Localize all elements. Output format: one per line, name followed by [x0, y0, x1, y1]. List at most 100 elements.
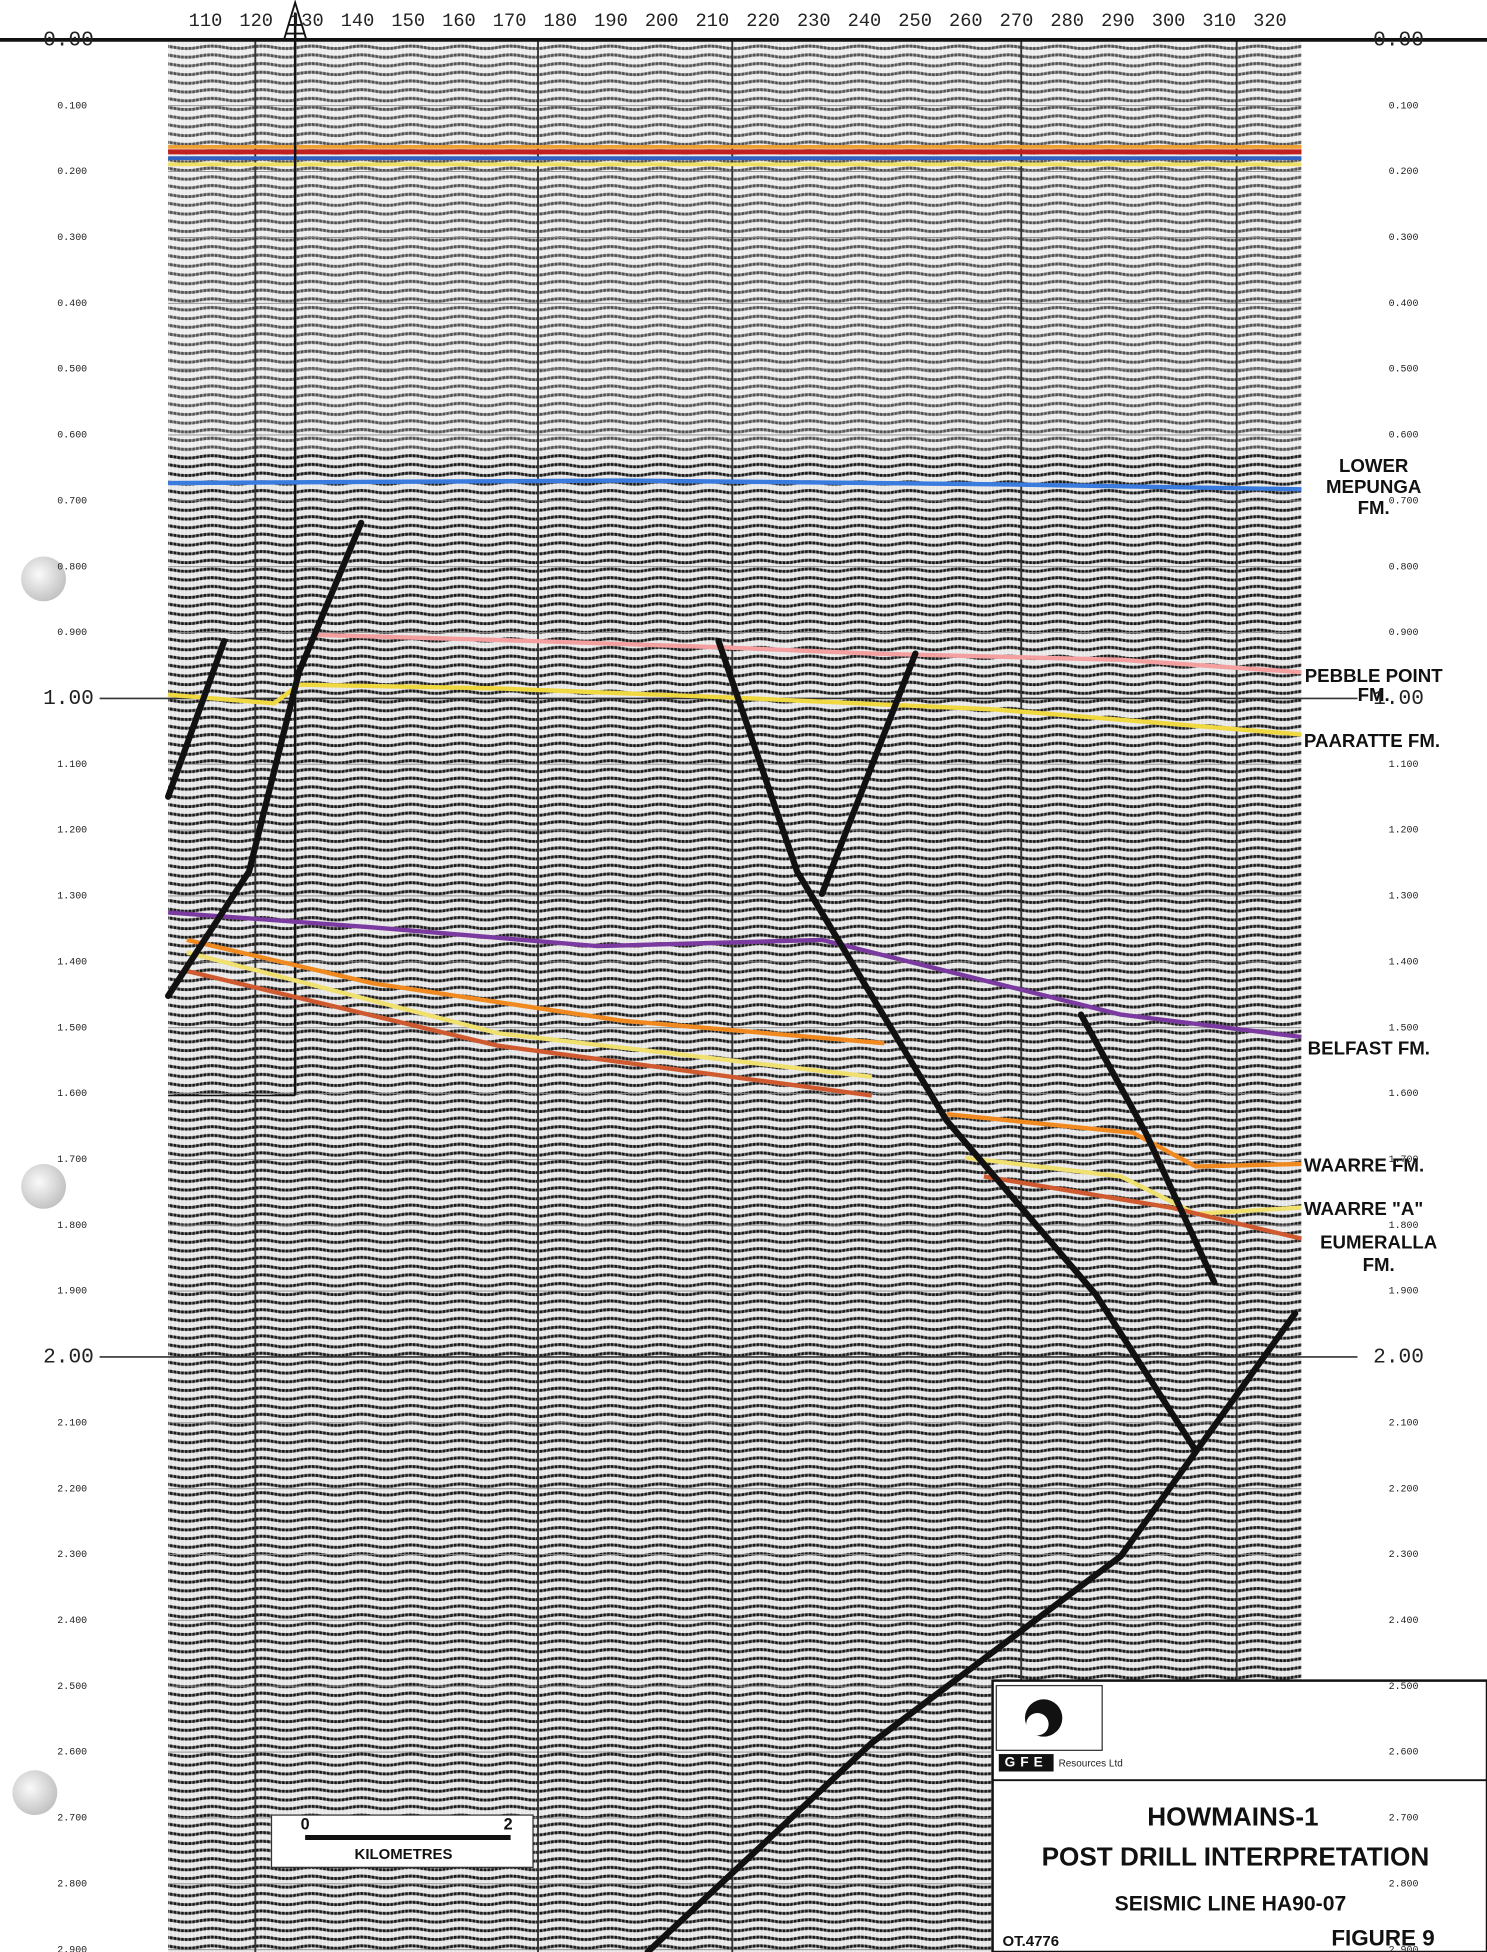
- horizon-label: BELFAST FM.: [1308, 1037, 1430, 1058]
- time-label: 0.900: [57, 627, 87, 638]
- shallow-fade: [168, 39, 1302, 451]
- vertical-lines: [254, 39, 1238, 1952]
- shotpoint-label: 190: [594, 10, 628, 32]
- shotpoint-label: 250: [898, 10, 932, 32]
- time-label: 0.900: [1389, 627, 1419, 638]
- horizon-label: EUMERALLA: [1320, 1232, 1437, 1253]
- water-bottom: [168, 145, 1302, 167]
- time-label: 0.00: [1373, 28, 1424, 52]
- horizon-eumeralla: [983, 1174, 1302, 1241]
- horizon-paaratte: [167, 682, 1302, 737]
- horizon-label: MEPUNGA: [1326, 476, 1421, 497]
- logo-bar: [998, 1754, 1054, 1772]
- time-label: 2.600: [57, 1747, 87, 1758]
- well: [168, 0, 308, 1097]
- time-label: 2.400: [1389, 1615, 1419, 1626]
- time-label: 1.800: [57, 1220, 87, 1231]
- time-label: 2.300: [1389, 1549, 1419, 1560]
- scale-end: 2: [504, 1815, 513, 1833]
- shotpoint-label: 170: [493, 10, 527, 32]
- time-label: 1.00: [1373, 687, 1424, 711]
- time-label: 1.800: [1389, 1220, 1419, 1231]
- scale-box: [270, 1814, 534, 1868]
- time-label: 2.200: [57, 1483, 87, 1494]
- horizons: [167, 478, 1302, 1241]
- title: POST DRILL INTERPRETATION: [1042, 1842, 1430, 1872]
- horizon-waarre-a: [964, 1155, 1302, 1216]
- time-label: 0.200: [57, 166, 87, 177]
- axes: 110 120 130 140 150 160 170 180 190 200 210 220 230 2…: [43, 10, 1424, 1952]
- scale-bar: 0 2 KILOMETRES: [270, 1814, 534, 1868]
- time-label: 1.200: [1389, 825, 1419, 836]
- time-label: 0.200: [1389, 166, 1419, 177]
- time-label: 0.600: [1389, 430, 1419, 441]
- time-label: 2.600: [1389, 1747, 1419, 1758]
- time-label: 0.700: [57, 495, 87, 506]
- seismic-line: SEISMIC LINE HA90-07: [1115, 1892, 1347, 1915]
- time-label: 2.300: [57, 1549, 87, 1560]
- horizon-labels: LOWER MEPUNGA FM. PEBBLE POINT FM. PAARA…: [1304, 455, 1443, 1275]
- shotpoint-label: 270: [1000, 10, 1034, 32]
- fault: [818, 650, 919, 897]
- horizon-label: LOWER: [1339, 455, 1409, 476]
- shotpoint-label: 230: [797, 10, 831, 32]
- fault: [165, 638, 228, 800]
- time-label: 2.500: [1389, 1681, 1419, 1692]
- time-label: 1.300: [57, 891, 87, 902]
- shotpoint-label: 210: [696, 10, 730, 32]
- time-label: 1.100: [1389, 759, 1419, 770]
- time-label: 2.900: [57, 1944, 87, 1952]
- time-label: 0.800: [1389, 561, 1419, 572]
- shotpoint-label: 290: [1101, 10, 1135, 32]
- time-label: 1.700: [57, 1154, 87, 1165]
- derrick: [283, 0, 308, 41]
- shotpoint-label: 300: [1152, 10, 1186, 32]
- time-label: 2.800: [57, 1878, 87, 1889]
- time-label: 1.600: [1389, 1088, 1419, 1099]
- scale-start: 0: [301, 1815, 310, 1833]
- horizon-label: WAARRE FM.: [1304, 1154, 1424, 1175]
- grid: [99, 39, 1358, 1951]
- fault: [165, 519, 365, 1000]
- shotpoint-label: 110: [189, 10, 223, 32]
- shotpoint-label: 220: [746, 10, 780, 32]
- reference: OT.4776: [1003, 1933, 1059, 1950]
- horizon-waarre: [186, 937, 885, 1046]
- shotpoint-label: 130: [290, 10, 324, 32]
- time-label: 0.400: [1389, 298, 1419, 309]
- time-label: 1.100: [57, 759, 87, 770]
- figure-number: FIGURE 9: [1331, 1925, 1434, 1950]
- time-label: 2.100: [57, 1417, 87, 1428]
- time-label: 1.900: [57, 1286, 87, 1297]
- horizon-eumeralla: [186, 968, 873, 1098]
- shotpoint-label: 180: [544, 10, 578, 32]
- time-label: 1.400: [57, 956, 87, 967]
- title-block: GFE Resources Ltd HOWMAINS-1 POST DRILL …: [991, 1679, 1487, 1952]
- shotpoint-label: 240: [848, 10, 882, 32]
- horizon-label: FM.: [1363, 1254, 1395, 1275]
- horizon-label: FM.: [1358, 684, 1390, 705]
- time-label: 0.500: [1389, 364, 1419, 375]
- time-label: 2.700: [1389, 1813, 1419, 1824]
- time-label: 0.300: [57, 232, 87, 243]
- time-label: 0.400: [57, 298, 87, 309]
- time-label: 0.700: [1389, 495, 1419, 506]
- time-label: 0.00: [43, 28, 94, 52]
- time-label: 1.500: [1389, 1022, 1419, 1033]
- shotpoint-label: 280: [1050, 10, 1084, 32]
- time-label: 2.800: [1389, 1878, 1419, 1889]
- company: Resources Ltd: [1059, 1759, 1123, 1770]
- horizon-label: PEBBLE POINT: [1305, 665, 1443, 686]
- horizon-pebble-point: [317, 632, 1302, 675]
- time-label: 2.900: [1389, 1944, 1419, 1952]
- time-label: 0.100: [1389, 100, 1419, 111]
- horizon-belfast: [167, 910, 1302, 1040]
- fault: [1077, 1011, 1218, 1286]
- time-label: 0.300: [1389, 232, 1419, 243]
- shotpoint-label: 120: [239, 10, 273, 32]
- time-label: 0.100: [57, 100, 87, 111]
- shotpoint-label: 150: [391, 10, 425, 32]
